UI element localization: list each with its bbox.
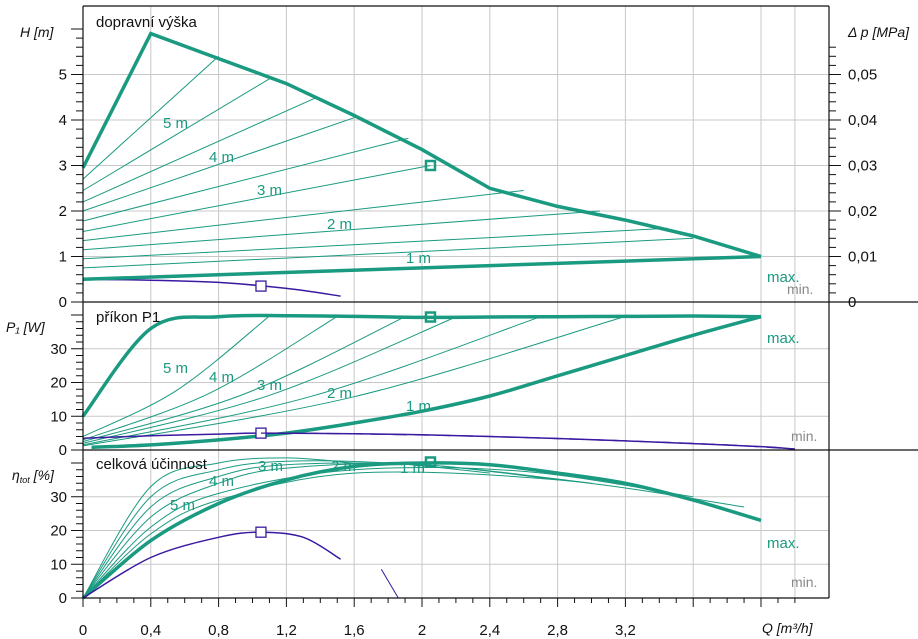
y-tick-label: 4 (59, 112, 67, 129)
x-tick-label: 2 (418, 622, 426, 639)
p1-label-1m: 1 m (406, 250, 431, 267)
x-tick-label: 1,2 (276, 622, 297, 639)
x-tick-label: 3,2 (615, 622, 636, 639)
y2-tick-label: 0 (848, 294, 856, 311)
series-max-line (91, 315, 762, 450)
series-min-line (82, 432, 795, 450)
grid (83, 6, 829, 598)
family-curve (82, 210, 601, 251)
y2-tick-label: 0,03 (848, 158, 877, 175)
p3-label-3m: 3 m (258, 458, 283, 475)
family-curve (82, 96, 318, 203)
operating-point-marker (424, 159, 437, 172)
family-curve (82, 316, 457, 444)
y-tick-label: 30 (50, 489, 67, 506)
p3-label-4m: 4 m (209, 473, 234, 490)
x-tick-label: 2,8 (547, 622, 568, 639)
y2-tick-label: 0,01 (848, 249, 877, 266)
p3-label-1m: 1 m (400, 460, 425, 477)
series-min-line (82, 531, 341, 599)
operating-point-marker (255, 526, 267, 538)
y-tick-label: 2 (59, 203, 67, 220)
family-curve (82, 315, 626, 447)
y-tick-label: 1 (59, 249, 67, 266)
family-curve (82, 457, 355, 599)
p2-label-4m: 4 m (209, 369, 234, 386)
x-tick-label: 0,4 (140, 622, 161, 639)
y-tick-label: 5 (59, 67, 67, 84)
x-tick-label: 1,6 (344, 622, 365, 639)
operating-point-marker (424, 456, 437, 468)
p2-label-5m: 5 m (163, 360, 188, 377)
y-tick-label: 10 (50, 408, 67, 425)
panel3-y-axis-label: ηtot [%] (12, 467, 55, 485)
y2-tick-label: 0,05 (848, 67, 877, 84)
p2-label-2m: 2 m (327, 385, 352, 402)
x-axis-label: Q [m³/h] (762, 620, 814, 636)
y-tick-label: 0 (59, 590, 67, 607)
family-curve (82, 165, 431, 232)
y-tick-label: 10 (50, 556, 67, 573)
p1-label-3m: 3 m (257, 182, 282, 199)
y-tick-label: 20 (50, 523, 67, 540)
series-max-line (81, 313, 762, 418)
family-curve (82, 76, 274, 191)
family-curve (82, 190, 524, 242)
family-curve (82, 315, 338, 441)
y-tick-label: 20 (50, 375, 67, 392)
x-tick-label: 0,8 (208, 622, 229, 639)
y2-tick-label: 0,02 (848, 203, 877, 220)
p2-label-min: min. (791, 428, 817, 444)
panel1-y-axis-label: H [m] (20, 24, 55, 40)
y-tick-label: 0 (59, 442, 67, 459)
family-curve (82, 463, 592, 599)
p1-label-4m: 4 m (209, 149, 234, 166)
panel3-title: celková účinnost (96, 456, 208, 473)
family-curve (82, 316, 541, 446)
y2-tick-label: 0,04 (848, 112, 877, 129)
family-curve (82, 237, 694, 269)
curves (81, 31, 795, 600)
family-curve (82, 117, 355, 212)
p1-label-2m: 2 m (327, 216, 352, 233)
y-tick-label: 0 (59, 294, 67, 311)
family-curve (82, 316, 406, 443)
series-1m-line (82, 254, 762, 282)
family-curve (82, 315, 270, 437)
series-max-line (81, 461, 762, 600)
family-curve (82, 466, 694, 599)
p1-label-max: max. (767, 269, 800, 286)
p2-label-max: max. (767, 330, 800, 347)
p2-label-3m: 3 m (257, 377, 282, 394)
family-curve (82, 55, 219, 180)
x-tick-label: 0 (79, 622, 87, 639)
y-tick-label: 3 (59, 158, 67, 175)
p2-label-1m: 1 m (406, 398, 431, 415)
operating-point-marker (255, 280, 267, 292)
y-tick-label: 30 (50, 341, 67, 358)
panel1-title: dopravní výška (96, 14, 198, 31)
family-curve (82, 471, 745, 599)
family-curve (82, 137, 409, 222)
ticks: 0 0,4 0,8 1,2 1,6 2 2,4 2,8 3,2 0 1 2 3 4 5 0 10 20 30 0 10 2… (50, 28, 877, 639)
panel2-title: příkon P1 (96, 309, 160, 326)
panel1-y2-axis-label: Δ p [MPa] (847, 24, 910, 40)
p3-label-5m: 5 m (170, 497, 195, 514)
family-curve (82, 227, 668, 260)
series-min-line (82, 278, 341, 297)
series-min-dashed (260, 432, 795, 450)
series-min-tail (380, 569, 399, 599)
operating-point-marker (424, 311, 437, 323)
p3-label-min: min. (791, 574, 817, 590)
panel2-y-axis-label: P₁ [W] (6, 319, 46, 335)
series-max-line (81, 31, 762, 259)
p3-label-2m: 2 m (331, 458, 356, 475)
x-tick-label: 2,4 (479, 622, 500, 639)
p3-label-max: max. (767, 535, 800, 552)
p1-label-min: min. (787, 281, 813, 297)
p1-label-5m: 5 m (163, 115, 188, 132)
